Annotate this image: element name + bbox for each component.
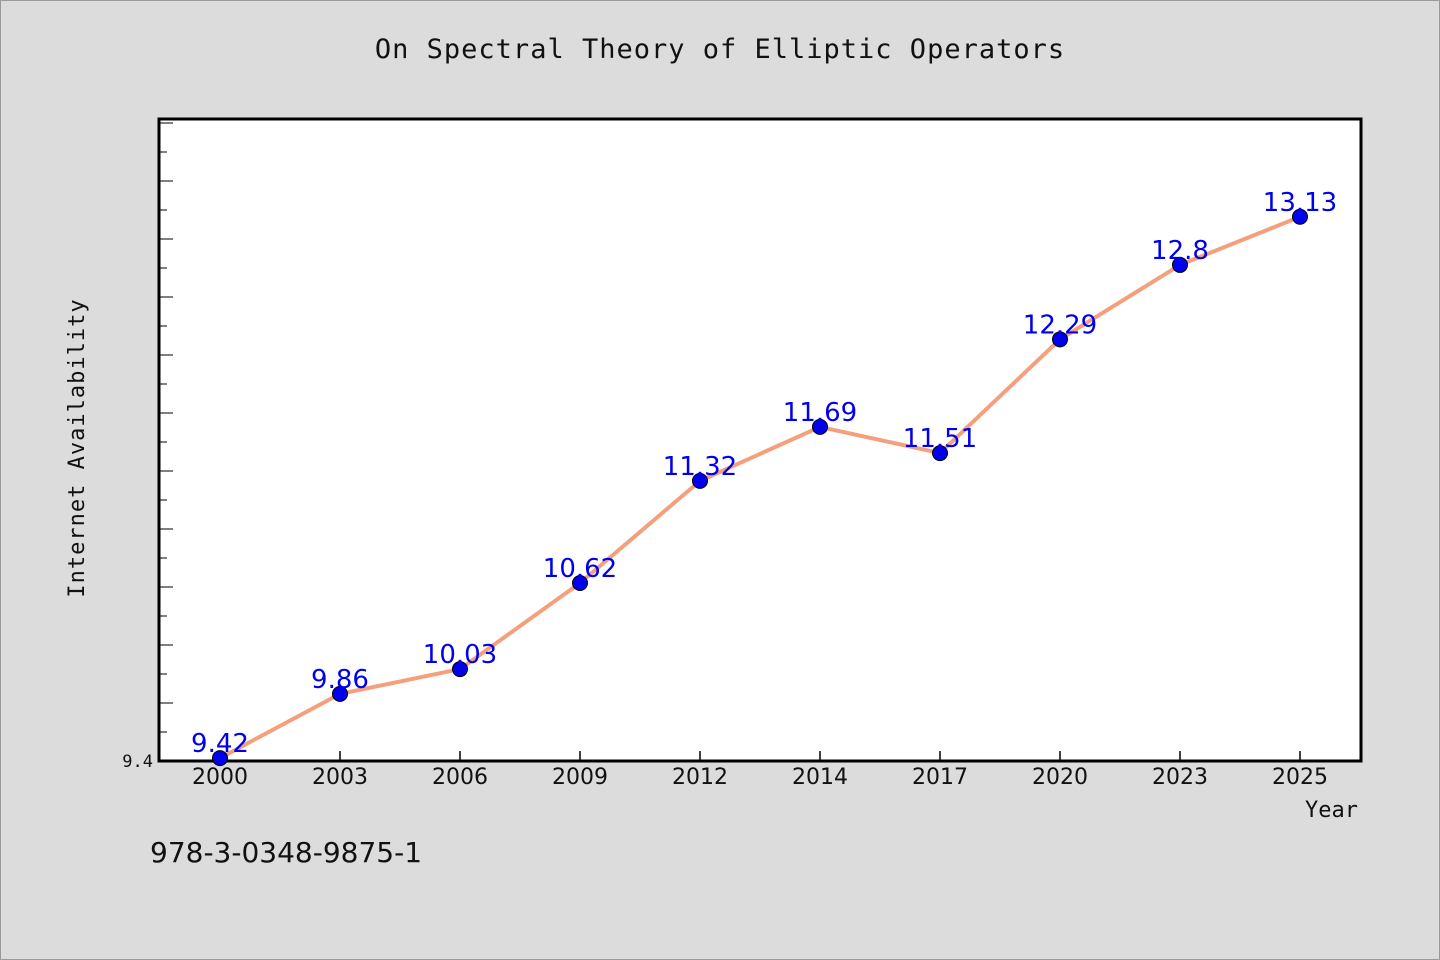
x-tick-label: 2025	[1272, 765, 1328, 790]
data-label: 10.62	[543, 554, 617, 584]
x-tick-labels: 2000 2003 2006 2009 2012 2014 2017 2020 2023 2025	[192, 765, 1328, 790]
data-point	[452, 661, 468, 678]
data-point	[932, 445, 948, 462]
data-label: 12.8	[1151, 236, 1209, 266]
chart-title: On Spectral Theory of Elliptic Operators	[374, 34, 1066, 65]
data-point	[332, 685, 348, 702]
x-tick-label: 2020	[1032, 765, 1088, 790]
x-axis-label: Year	[1305, 798, 1358, 823]
data-point	[212, 750, 228, 767]
x-tick-label: 2009	[552, 765, 608, 790]
y-axis-ticks	[159, 122, 173, 762]
data-label: 9.42	[191, 729, 249, 759]
data-label: 11.69	[783, 398, 857, 428]
data-point	[692, 472, 708, 489]
data-point	[572, 574, 588, 591]
x-tick-label: 2023	[1152, 765, 1208, 790]
x-tick-label: 2012	[672, 765, 728, 790]
x-tick-label: 2003	[312, 765, 368, 790]
y-axis-label: Internet Availability	[65, 298, 90, 597]
plot-area	[157, 117, 1363, 763]
data-label: 10.03	[423, 640, 497, 670]
y-tick-label: 9.4	[122, 752, 153, 772]
data-point	[1052, 331, 1068, 348]
data-points	[212, 208, 1308, 767]
data-label: 9.86	[311, 665, 369, 695]
data-labels: 9.42 9.86 10.03 10.62 11.32 11.69 11.51 12.29 12…	[191, 188, 1337, 759]
x-tick-label: 2000	[192, 765, 248, 790]
y-tick-labels: 9.4	[122, 752, 153, 772]
x-tick-label: 2006	[432, 765, 488, 790]
series-line	[218, 214, 1302, 761]
data-point	[1292, 208, 1308, 225]
data-label: 11.51	[903, 424, 977, 454]
data-label: 11.32	[663, 452, 737, 482]
x-tick-label: 2014	[792, 765, 848, 790]
data-point	[812, 418, 828, 435]
data-label: 13.13	[1263, 188, 1337, 218]
data-point	[1172, 256, 1188, 273]
isbn-text: 978-3-0348-9875-1	[150, 836, 423, 869]
x-tick-label: 2017	[912, 765, 968, 790]
data-label: 12.29	[1023, 310, 1097, 340]
